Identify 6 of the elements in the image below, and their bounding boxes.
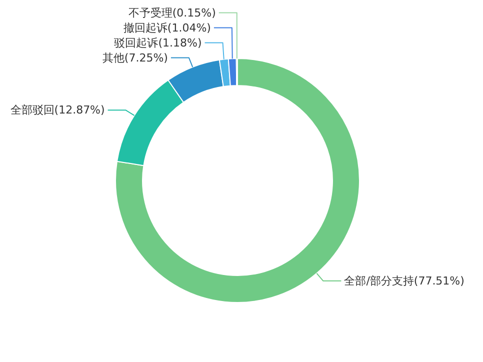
slice-label: 不予受理(0.15%) (128, 6, 216, 20)
slice-label: 全部/部分支持(77.51%) (344, 274, 464, 288)
slice-label: 驳回起诉(1.18%) (114, 36, 202, 50)
slice-label: 其他(7.25%) (102, 51, 168, 64)
slice-label: 全部驳回(12.87%) (10, 104, 105, 117)
slice-label: 撤回起诉(1.04%) (123, 21, 211, 34)
